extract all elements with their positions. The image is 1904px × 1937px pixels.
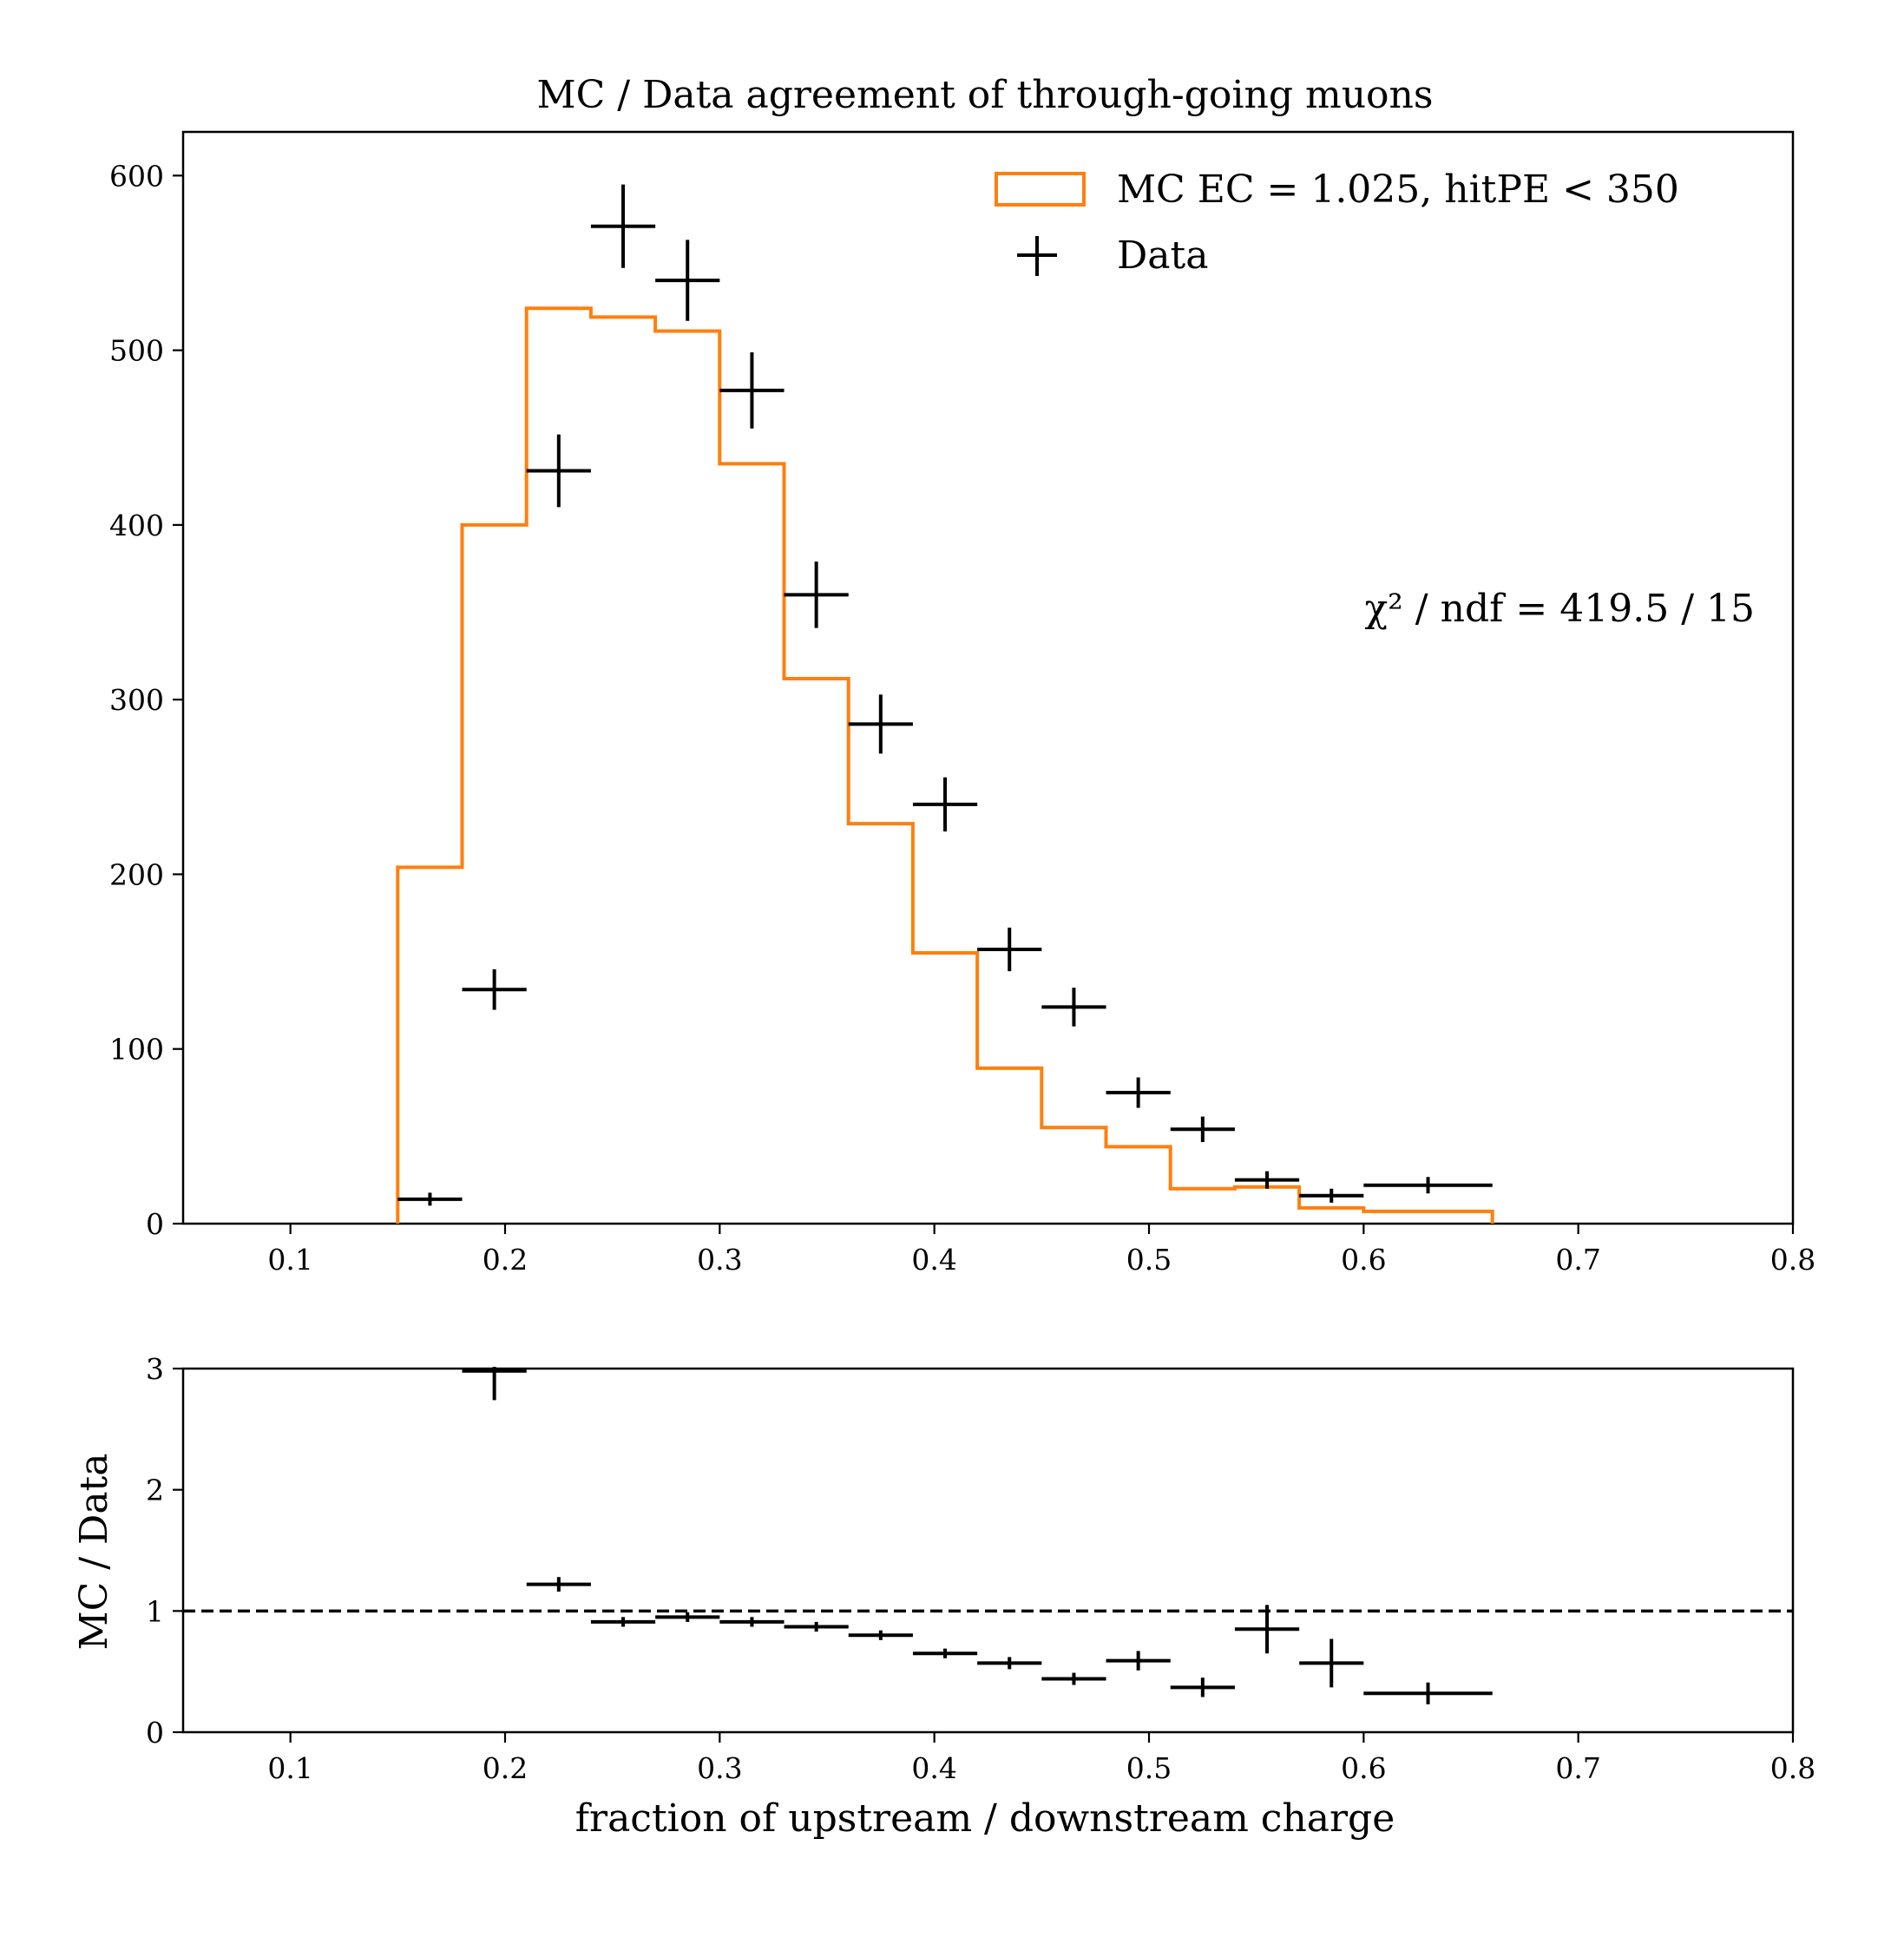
chi2-annotation: χ² / ndf = 419.5 / 15	[1365, 587, 1755, 631]
top-y-tick-label: 100	[109, 1033, 164, 1067]
ratio-point	[912, 1648, 978, 1658]
data-point	[1234, 1171, 1300, 1189]
legend-mc-swatch	[995, 172, 1086, 207]
data-point	[1299, 1188, 1364, 1203]
top-x-tick-label: 0.6	[1341, 1243, 1386, 1277]
legend	[995, 172, 1086, 276]
mc-step-histogram	[396, 306, 1494, 1224]
top-x-tick-label: 0.4	[911, 1243, 956, 1277]
data-point	[1363, 1177, 1493, 1194]
data-point	[1041, 988, 1106, 1027]
chart-text: MC / Data agreement of through-going muo…	[72, 73, 1755, 1841]
legend-data-label: Data	[1117, 233, 1208, 278]
ratio-point	[462, 1367, 527, 1401]
data-point	[977, 927, 1042, 972]
chart-title: MC / Data agreement of through-going muo…	[537, 73, 1434, 117]
ratio-point	[526, 1577, 591, 1592]
ratio-point	[1170, 1678, 1235, 1697]
top-frame	[181, 130, 1795, 1225]
data-point	[848, 694, 913, 754]
ratio-x-tick-label: 0.5	[1126, 1751, 1172, 1785]
data-point	[912, 777, 978, 832]
top-x-tick-label: 0.5	[1126, 1243, 1172, 1277]
ratio-point	[719, 1617, 785, 1627]
ratio-frame	[181, 1367, 1795, 1734]
ratio-y-tick-label: 2	[146, 1474, 164, 1507]
ratio-x-tick-label: 0.2	[483, 1751, 528, 1785]
data-point	[1106, 1077, 1171, 1108]
ratio-y-axis-title: MC / Data	[72, 1454, 116, 1651]
top-y-tick-label: 400	[109, 509, 164, 542]
top-y-tick-label: 200	[109, 857, 164, 891]
top-panel: 0.1 0.2 0.3 0.4 0.5 0.6 0.7 0.8 0 100 200 300 400 500…	[109, 130, 1815, 1277]
x-axis-title: fraction of upstream / downstream charge	[575, 1796, 1395, 1841]
ratio-point	[1299, 1638, 1364, 1688]
top-x-tick-label: 0.2	[483, 1243, 528, 1277]
ratio-point	[1106, 1651, 1171, 1671]
ratio-point	[1234, 1605, 1300, 1654]
ratio-point	[590, 1617, 656, 1627]
data-point	[655, 240, 720, 321]
ratio-x-tick-label: 0.1	[267, 1751, 312, 1785]
data-point	[526, 434, 591, 508]
ratio-x-tick-label: 0.3	[697, 1751, 742, 1785]
ratio-series	[462, 1367, 1493, 1704]
ratio-x-tick-label: 0.7	[1555, 1751, 1600, 1785]
data-point	[719, 352, 785, 429]
ratio-x-tick-label: 0.8	[1770, 1751, 1815, 1785]
data-point	[462, 968, 527, 1010]
legend-mc-label: MC EC = 1.025, hitPE < 350	[1117, 167, 1679, 212]
top-y-tick-label: 0	[146, 1207, 164, 1241]
top-x-tick-label: 0.8	[1770, 1243, 1815, 1277]
ratio-point	[848, 1630, 913, 1640]
top-x-tick-label: 0.1	[267, 1243, 312, 1277]
ratio-x-tick-label: 0.4	[911, 1751, 956, 1785]
ratio-point	[1363, 1682, 1493, 1704]
ratio-point	[1041, 1672, 1106, 1685]
top-y-tick-label: 500	[109, 334, 164, 368]
ratio-y-tick-label: 0	[146, 1716, 164, 1750]
ratio-point	[977, 1657, 1042, 1670]
ratio-y-tick-label: 1	[146, 1594, 164, 1628]
ratio-x-tick-label: 0.6	[1341, 1751, 1386, 1785]
data-point	[1170, 1116, 1235, 1143]
data-point	[397, 1192, 463, 1206]
top-y-tick-label: 600	[109, 159, 164, 193]
top-x-tick-label: 0.7	[1555, 1243, 1600, 1277]
data-point	[784, 561, 849, 628]
ratio-panel: 0.1 0.2 0.3 0.4 0.5 0.6 0.7 0.8 0 1 2 3	[146, 1352, 1815, 1785]
ratio-point	[784, 1621, 849, 1632]
ratio-point	[655, 1612, 720, 1622]
data-point	[590, 184, 656, 268]
top-y-tick-label: 300	[109, 683, 164, 717]
top-x-tick-label: 0.3	[697, 1243, 742, 1277]
ratio-y-tick-label: 3	[146, 1352, 164, 1386]
